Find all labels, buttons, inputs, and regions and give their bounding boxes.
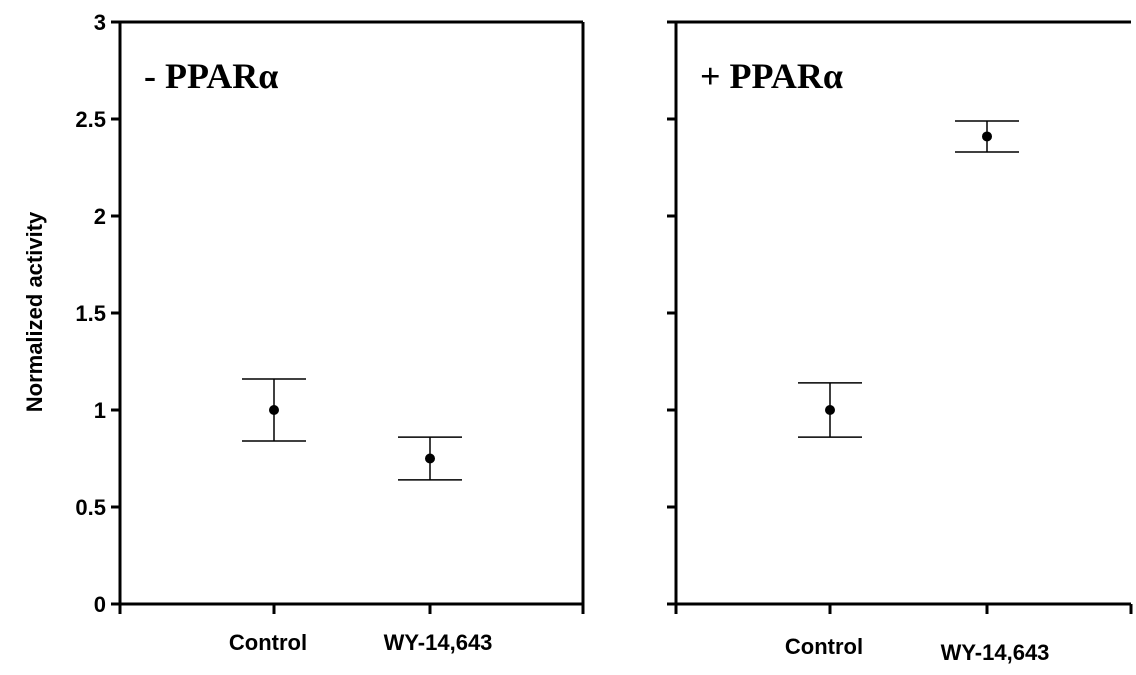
y-tick-label: 1.5 bbox=[75, 301, 106, 326]
x-category-label: WY-14,643 bbox=[384, 630, 493, 655]
panel-plus-ppara: Control WY-14,643 + PPARα bbox=[667, 20, 1133, 665]
panel-title: - PPARα bbox=[144, 56, 278, 96]
x-category-label: Control bbox=[785, 634, 863, 659]
data-point bbox=[269, 405, 279, 415]
data-point bbox=[982, 131, 992, 142]
data-point bbox=[825, 405, 835, 415]
panel-title: + PPARα bbox=[700, 56, 843, 96]
x-category-label: WY-14,643 bbox=[941, 640, 1050, 665]
panel-minus-ppara: 0 0.5 1 1.5 2 2.5 3 Control WY-14,643 - PPARα bbox=[75, 10, 585, 655]
y-tick-label: 3 bbox=[94, 10, 106, 35]
y-tick-label: 0 bbox=[94, 592, 106, 617]
y-tick-label: 1 bbox=[94, 398, 106, 423]
y-axis-label: Normalized activity bbox=[22, 211, 47, 412]
x-category-label: Control bbox=[229, 630, 307, 655]
y-tick-label: 2.5 bbox=[75, 107, 106, 132]
data-point bbox=[425, 453, 435, 464]
y-tick-label: 2 bbox=[94, 204, 106, 229]
y-tick-label: 0.5 bbox=[75, 495, 106, 520]
